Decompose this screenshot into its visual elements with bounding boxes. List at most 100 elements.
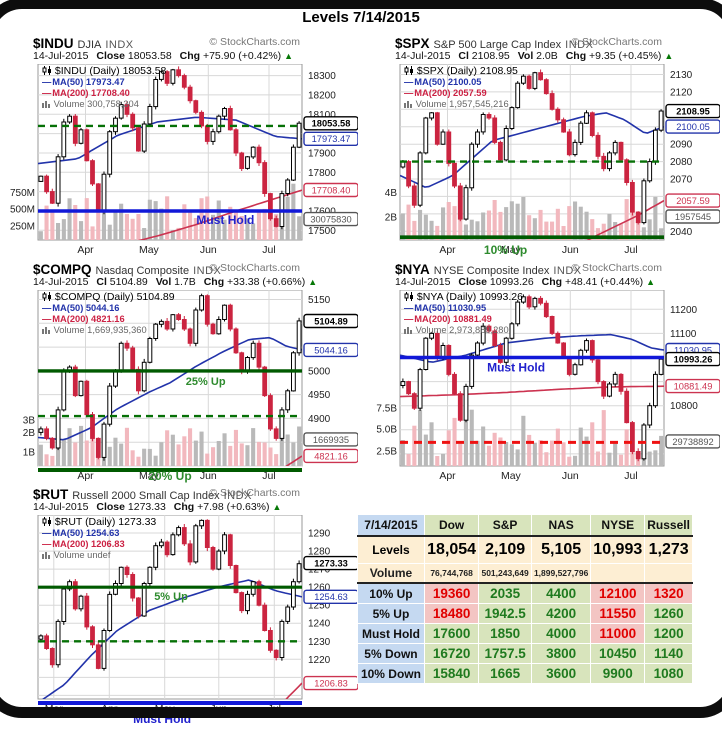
chart-legend: $INDU (Daily) 18053.58 —MA(50) 17973.47 … (42, 66, 166, 110)
svg-text:500M: 500M (10, 205, 35, 216)
svg-text:1260: 1260 (308, 583, 331, 594)
quote-close: 10993.26 (489, 276, 534, 288)
chart-header: © StockCharts.com $NYA NYSE Composite Ind… (362, 262, 720, 290)
table-row: Levels 18,054 2,109 5,105 10,993 1,273 (357, 535, 693, 564)
svg-text:May: May (139, 244, 160, 256)
table-header-cell: NAS (530, 514, 592, 537)
row-label: 5% Up (357, 603, 425, 624)
svg-text:5150: 5150 (308, 295, 331, 306)
chart-exchange: INDX (553, 265, 582, 277)
month-axis: Apr May Jun Jul (77, 244, 275, 256)
quote-date: 14-Jul-2015 (33, 501, 89, 513)
up-arrow-icon: ▲ (284, 51, 294, 61)
table-cell: 1,899,527,796 (530, 563, 592, 584)
svg-text:1280: 1280 (308, 547, 331, 558)
chart-index-name: DJIA (77, 39, 102, 51)
table-cell: 11550 (590, 603, 646, 624)
svg-text:11030.95: 11030.95 (674, 345, 712, 355)
table-cell: 1140 (644, 643, 693, 664)
volume-bars-icon (42, 552, 50, 559)
ma50-line (38, 336, 302, 441)
chart-header: © StockCharts.com $RUT Russell 2000 Small… (0, 487, 358, 515)
candlestick-icon (42, 66, 51, 75)
table-cell: 10450 (590, 643, 646, 664)
table-row: 5% Down 16720 1757.5 3800 10450 1140 (357, 643, 693, 664)
svg-text:1957545: 1957545 (675, 212, 711, 222)
table-row: Must Hold 17600 1850 4000 11000 1200 (357, 623, 693, 644)
svg-text:5000: 5000 (308, 366, 331, 377)
table-row: 10% Up 19360 2035 4400 12100 1320 (357, 582, 693, 604)
legend-volume: Volume 1,957,545,216 (404, 99, 518, 110)
stockcharts-credit: © StockCharts.com (209, 262, 300, 274)
table-cell: 15840 (423, 663, 480, 684)
axis-annotation: 10% Up (484, 243, 527, 257)
svg-text:Jun: Jun (562, 470, 579, 482)
table-cell: 1942.5 (478, 603, 532, 624)
table-cell: 12100 (590, 582, 646, 604)
chart-legend: $SPX (Daily) 2108.95 —MA(50) 2100.05 —MA… (404, 66, 518, 110)
ma200-line (586, 199, 664, 240)
chart-exchange: INDX (193, 265, 222, 277)
svg-text:May: May (501, 470, 522, 482)
row-label: 10% Up (357, 582, 425, 604)
svg-text:2130: 2130 (670, 70, 693, 81)
quote-change: +75.90 (+0.42%) (202, 50, 282, 62)
table-row: 10% Down 15840 1665 3600 9900 1080 (357, 663, 693, 684)
svg-text:29738892: 29738892 (672, 437, 713, 447)
candlestick-icon (42, 292, 51, 301)
svg-text:750M: 750M (10, 188, 35, 199)
chart-symbol: $COMPQ (33, 262, 92, 277)
svg-text:3B: 3B (23, 416, 36, 427)
svg-text:1273.33: 1273.33 (314, 559, 348, 569)
candles-layer (38, 66, 302, 230)
table-cell: 1200 (644, 623, 693, 644)
chart-title-line: © StockCharts.com $INDU DJIA INDX (33, 36, 356, 51)
svg-text:5.0B: 5.0B (376, 425, 397, 436)
legend-series: $NYA (Daily) 10993.26 (404, 292, 523, 303)
svg-text:Apr: Apr (77, 470, 94, 482)
table-cell: 18480 (423, 603, 480, 624)
chart-quote-line: 14-Jul-2015 Close 1273.33 Chg +7.98 (+0.… (33, 501, 282, 513)
legend-series: $INDU (Daily) 18053.58 (42, 66, 166, 77)
table-cell: 2,109 (478, 535, 532, 564)
chart-plot-svg: Must Hold1830018200181001790017800176001… (10, 63, 359, 256)
svg-text:1220: 1220 (308, 655, 331, 666)
svg-text:2070: 2070 (670, 175, 693, 186)
quote-volume: 1.7B (174, 276, 196, 288)
legend-ma50: —MA(50) 5044.16 (42, 303, 120, 313)
table-cell: 16720 (423, 643, 480, 664)
chart-exchange: INDX (223, 490, 252, 502)
row-label: Volume (357, 563, 425, 584)
month-axis: Apr May Jun Jul (439, 470, 637, 482)
chart-legend: $RUT (Daily) 1273.33 —MA(50) 1254.63 —MA… (42, 517, 156, 561)
level-lines (400, 160, 664, 239)
svg-text:4B: 4B (385, 188, 398, 199)
chart-plot-svg: 5% Up12901280127012601250124012301220127… (37, 514, 359, 726)
table-cell (644, 563, 693, 584)
table-cell: 3800 (530, 643, 592, 664)
svg-text:Mar: Mar (45, 703, 64, 715)
table-cell: 4200 (530, 603, 592, 624)
table-row: Volume 76,744,768 501,243,649 1,899,527,796 (357, 563, 693, 584)
svg-text:May: May (501, 244, 522, 256)
chart-indu: © StockCharts.com $INDU DJIA INDX 14-Jul-2… (0, 36, 359, 265)
price-axis: 2130 2120 2090 2080 2070 2040 (670, 70, 693, 238)
legend-ma200: —MA(200) 4821.16 (42, 314, 125, 324)
up-arrow-icon: ▲ (646, 277, 656, 287)
legend-series: $SPX (Daily) 2108.95 (404, 66, 518, 77)
svg-text:18100: 18100 (308, 110, 336, 121)
chart-title-line: © StockCharts.com $COMPQ Nasdaq Composite… (33, 262, 356, 277)
month-axis: Apr May Jun Jul (439, 244, 637, 256)
quote-date: 14-Jul-2015 (395, 276, 451, 288)
svg-text:1240: 1240 (308, 619, 331, 630)
up-arrow-icon: ▲ (272, 502, 282, 512)
volume-axis: 4B 2B (385, 188, 398, 224)
svg-text:May: May (139, 470, 160, 482)
chart-plot-svg: 25% Up515050004950490048505104.895044.16… (23, 289, 359, 483)
chart-symbol: $SPX (395, 36, 430, 51)
svg-text:Jun: Jun (210, 703, 227, 715)
table-cell: 1,273 (644, 535, 693, 564)
volume-layer (400, 196, 664, 240)
svg-text:2120: 2120 (670, 87, 693, 98)
